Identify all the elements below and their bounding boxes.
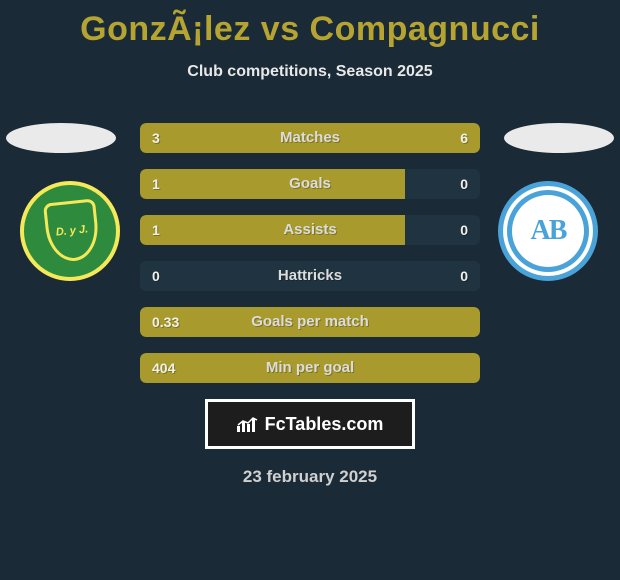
stat-row: 10Goals xyxy=(140,169,480,199)
brand-chart-icon xyxy=(237,416,259,432)
stat-label: Goals xyxy=(140,169,480,199)
stat-label: Goals per match xyxy=(140,307,480,337)
stat-label: Hattricks xyxy=(140,261,480,291)
stat-row: 36Matches xyxy=(140,123,480,153)
stat-row: 00Hattricks xyxy=(140,261,480,291)
comparison-area: D. y J. AB 36Matches 10Goals 10Assists 00Ha… xyxy=(0,123,620,383)
brand-label: FcTables.com xyxy=(265,414,384,435)
stats-bars: 36Matches 10Goals 10Assists 00Hattricks 0.33… xyxy=(140,123,480,383)
player-slot-left xyxy=(6,123,116,153)
stat-row: 0.33Goals per match xyxy=(140,307,480,337)
crest-left-initials: D. y J. xyxy=(43,198,101,263)
crest-right-initials: AB xyxy=(531,215,566,247)
stat-row: 10Assists xyxy=(140,215,480,245)
club-crest-left: D. y J. xyxy=(20,181,120,281)
brand-box: FcTables.com xyxy=(205,399,415,449)
player-slot-right xyxy=(504,123,614,153)
stat-label: Assists xyxy=(140,215,480,245)
page-title: GonzÃ¡lez vs Compagnucci xyxy=(0,0,620,49)
stat-label: Matches xyxy=(140,123,480,153)
stat-row: 404Min per goal xyxy=(140,353,480,383)
club-crest-right: AB xyxy=(498,181,598,281)
page-subtitle: Club competitions, Season 2025 xyxy=(0,63,620,81)
footer-date: 23 february 2025 xyxy=(0,467,620,487)
stat-label: Min per goal xyxy=(140,353,480,383)
